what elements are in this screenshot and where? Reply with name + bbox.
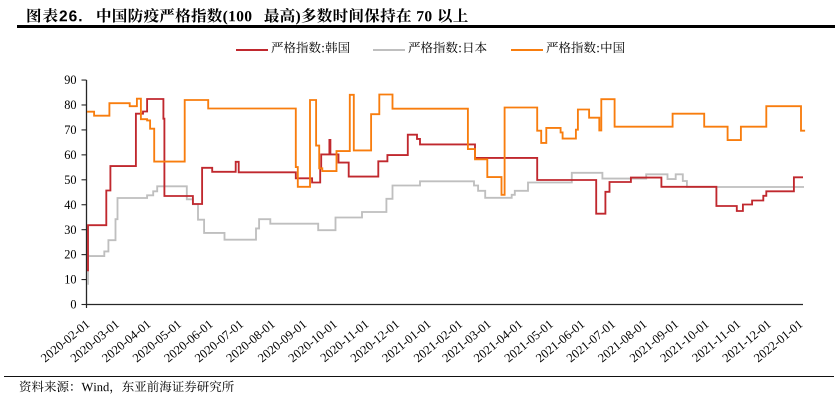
legend-label-china (545, 39, 628, 56)
y-tick-label: 10 (64, 273, 76, 287)
legend-swatch-china (510, 49, 543, 52)
legend-swatch-korea (236, 49, 268, 52)
series-line-严格指数:韩国 (87, 98, 803, 272)
y-tick-label: 60 (64, 148, 76, 162)
y-tick-label: 50 (64, 173, 76, 187)
figure-title (96, 5, 471, 26)
source-note (19, 378, 237, 395)
legend-swatch-japan (373, 49, 406, 52)
figure-number (26, 5, 86, 26)
source-divider (4, 376, 834, 378)
title-underline (17, 25, 835, 28)
series-line-严格指数:日本 (87, 171, 804, 285)
y-tick-label: 90 (64, 73, 76, 87)
y-tick-label: 70 (64, 123, 76, 137)
y-tick-label: 20 (64, 248, 76, 262)
y-tick-label: 0 (70, 298, 76, 312)
legend-label-japan (407, 39, 490, 56)
legend-label-korea (270, 39, 353, 56)
y-tick-label: 30 (64, 223, 76, 237)
y-tick-label: 40 (64, 198, 76, 212)
series-line-严格指数:中国 (87, 93, 806, 196)
y-tick-label: 80 (64, 98, 76, 112)
